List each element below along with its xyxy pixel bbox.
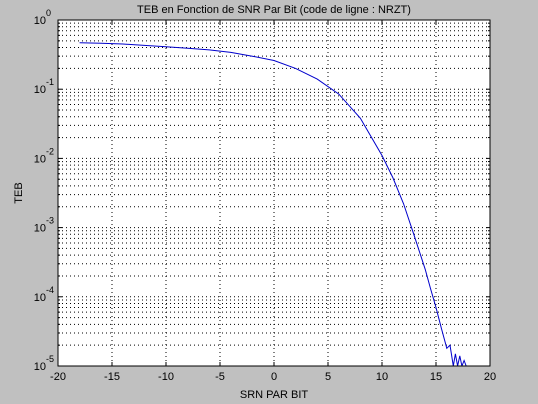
y-tick-exponent: -1 <box>46 77 54 87</box>
y-tick-label: 10 <box>34 223 46 235</box>
x-tick-label: -15 <box>104 371 120 383</box>
y-tick-label: 10 <box>34 292 46 304</box>
x-tick-label: 20 <box>484 371 496 383</box>
x-tick-label: -10 <box>158 371 174 383</box>
y-tick-label: 10 <box>34 153 46 165</box>
y-tick-exponent: 0 <box>46 8 51 18</box>
axes-frame <box>57 19 491 367</box>
y-axis-label: TEB <box>13 182 25 203</box>
series-line <box>79 42 467 366</box>
x-tick-label: 15 <box>430 371 442 383</box>
y-tick-exponent: -4 <box>46 285 54 295</box>
y-tick-exponent: -2 <box>46 146 54 156</box>
x-tick-label: -20 <box>50 371 66 383</box>
chart-title: TEB en Fonction de SNR Par Bit (code de … <box>137 4 411 16</box>
y-tick-exponent: -5 <box>46 354 54 364</box>
series-group <box>79 42 467 366</box>
grid-lines <box>58 20 490 366</box>
y-tick-label: 10 <box>34 84 46 96</box>
y-tick-label: 10 <box>34 15 46 27</box>
y-tick-exponent: -3 <box>46 216 54 226</box>
x-tick-label: 5 <box>325 371 331 383</box>
x-tick-label: 10 <box>376 371 388 383</box>
x-axis-label: SRN PAR BIT <box>240 389 309 401</box>
x-tick-label: 0 <box>271 371 277 383</box>
x-tick-label: -5 <box>215 371 225 383</box>
y-tick-label: 10 <box>34 361 46 373</box>
x-tick-labels: -20 -15 -10 -5 0 5 10 15 20 <box>50 371 496 383</box>
